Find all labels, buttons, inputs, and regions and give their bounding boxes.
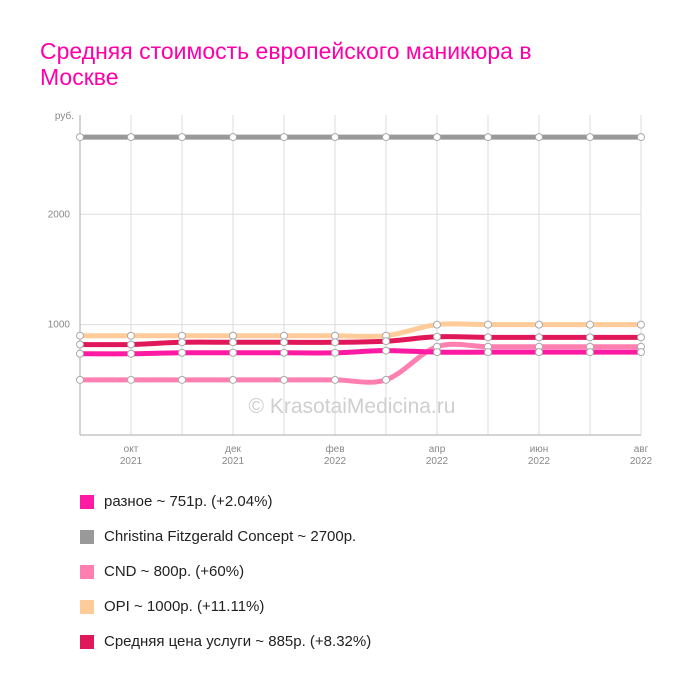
x-tick-label-month: фев [325, 443, 344, 455]
data-point-series-4 [331, 348, 339, 357]
data-point-series-3 [382, 337, 390, 346]
legend-swatch [80, 494, 94, 509]
data-point-series-4 [229, 348, 237, 357]
data-point-series-0 [76, 133, 84, 142]
series-line-4 [77, 348, 644, 357]
x-tick-label-month: апр [429, 444, 446, 455]
data-point-series-2 [331, 375, 339, 384]
data-point-series-3 [127, 340, 135, 349]
series-line-1 [77, 321, 644, 339]
data-point-series-3 [484, 333, 492, 342]
data-point-series-2 [76, 375, 84, 384]
data-point-series-1 [637, 320, 645, 329]
x-tick-label-month: июн [530, 444, 549, 455]
data-point-series-4 [382, 346, 390, 355]
legend-item-raznoe[interactable]: разное ~ 751р. (+2.04%) [80, 484, 371, 519]
data-point-series-3 [229, 338, 237, 347]
legend-label: Christina Fitzgerald Concept ~ 2700р. [104, 528, 357, 545]
legend-swatch [80, 529, 94, 544]
x-tick-label-year: 2022 [528, 456, 551, 467]
data-point-series-0 [127, 133, 135, 142]
y-tick-label: 2000 [48, 209, 71, 220]
legend-item-cnd[interactable]: CND ~ 800р. (+60%) [80, 554, 371, 589]
data-point-series-4 [637, 348, 645, 357]
legend-label: разное ~ 751р. (+2.04%) [104, 493, 273, 510]
x-tick-label-year: 2021 [120, 456, 143, 467]
data-point-series-4 [127, 349, 135, 358]
series-line-2 [77, 341, 644, 385]
x-tick-label-year: 2022 [324, 456, 347, 467]
legend-label: OPI ~ 1000р. (+11.11%) [104, 598, 265, 615]
legend-item-opi[interactable]: OPI ~ 1000р. (+11.11%) [80, 589, 371, 624]
data-point-series-1 [484, 320, 492, 329]
data-point-series-4 [178, 348, 186, 357]
data-point-series-0 [637, 133, 645, 142]
data-point-series-0 [535, 133, 543, 142]
legend-item-average[interactable]: Средняя цена услуги ~ 885р. (+8.32%) [80, 624, 371, 659]
y-tick-label: 1000 [48, 320, 71, 331]
data-point-series-1 [76, 331, 84, 340]
data-point-series-1 [178, 331, 186, 340]
legend-label: Средняя цена услуги ~ 885р. (+8.32%) [104, 633, 372, 650]
legend-label: CND ~ 800р. (+60%) [104, 563, 245, 580]
series-line-3 [77, 334, 644, 348]
data-point-series-3 [280, 338, 288, 347]
data-point-series-2 [229, 375, 237, 384]
data-point-series-0 [484, 133, 492, 142]
legend: разное ~ 751р. (+2.04%) Christina Fitzge… [80, 484, 371, 659]
data-point-series-1 [586, 320, 594, 329]
data-point-series-1 [433, 320, 441, 329]
legend-item-christina-fitzgerald[interactable]: Christina Fitzgerald Concept ~ 2700р. [80, 519, 371, 554]
data-point-series-3 [178, 338, 186, 347]
watermark: © KrasotaiMedicina.ru [249, 395, 456, 418]
legend-swatch [80, 634, 94, 649]
data-point-series-1 [331, 331, 339, 340]
data-point-series-2 [178, 375, 186, 384]
legend-swatch [80, 599, 94, 614]
data-point-series-0 [382, 133, 390, 142]
chart-title: Средняя стоимость европейского маникюра … [40, 38, 532, 90]
y-unit-label: руб. [55, 110, 74, 122]
data-point-series-3 [433, 332, 441, 341]
data-point-series-3 [76, 340, 84, 349]
data-point-series-1 [127, 331, 135, 340]
legend-swatch [80, 564, 94, 579]
data-point-series-4 [76, 349, 84, 358]
data-point-series-0 [433, 133, 441, 142]
data-point-series-4 [433, 348, 441, 357]
data-point-series-4 [484, 348, 492, 357]
data-point-series-4 [535, 348, 543, 357]
line-chart: руб.10002000окт2021дек2021фев2022апр2022… [48, 110, 653, 467]
x-tick-label-month: окт [124, 444, 139, 455]
data-point-series-3 [586, 333, 594, 342]
data-point-series-3 [535, 333, 543, 342]
data-point-series-0 [280, 133, 288, 142]
data-point-series-4 [280, 348, 288, 357]
data-point-series-2 [382, 375, 390, 384]
data-point-series-0 [229, 133, 237, 142]
data-point-series-0 [586, 133, 594, 142]
x-tick-label-year: 2022 [426, 456, 449, 467]
data-point-series-1 [280, 331, 288, 340]
x-tick-label-year: 2022 [630, 456, 653, 467]
data-point-series-3 [331, 338, 339, 347]
data-point-series-0 [331, 133, 339, 142]
data-point-series-1 [229, 331, 237, 340]
x-tick-label-month: дек [225, 444, 241, 455]
data-point-series-0 [178, 133, 186, 142]
x-tick-label-month: авг [634, 444, 649, 455]
data-point-series-1 [535, 320, 543, 329]
x-tick-label-year: 2021 [222, 456, 245, 467]
data-point-series-4 [586, 348, 594, 357]
data-point-series-2 [127, 375, 135, 384]
data-point-series-3 [637, 333, 645, 342]
data-point-series-2 [280, 375, 288, 384]
